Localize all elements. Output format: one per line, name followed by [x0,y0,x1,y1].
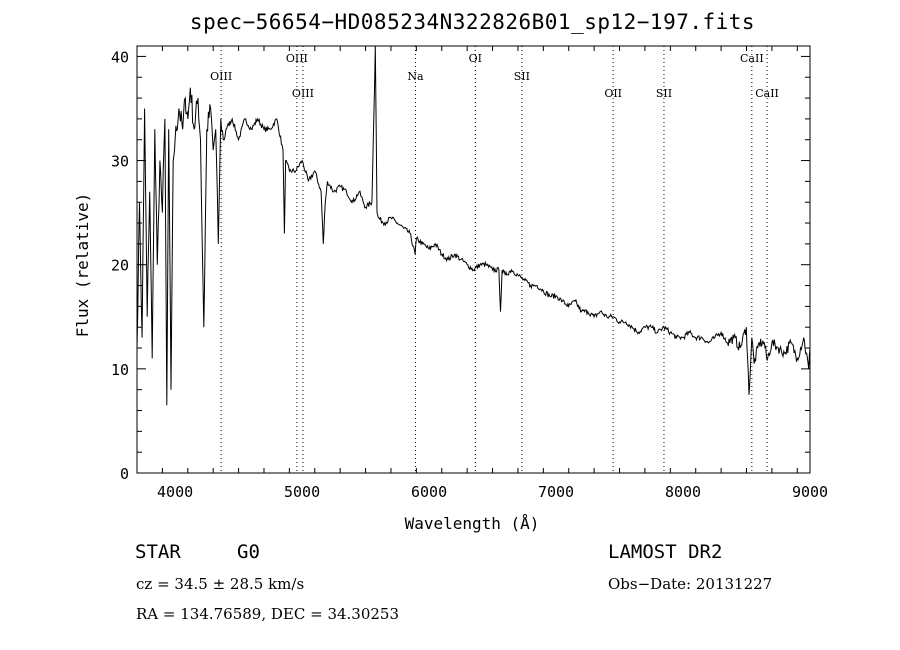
x-tick-label: 7000 [538,483,574,501]
line-label: OII [604,87,622,100]
x-axis-label: Wavelength (Å) [405,514,540,533]
line-label: OI [469,52,482,65]
x-tick-label: 9000 [792,483,828,501]
line-label: SII [656,87,672,100]
line-label: Na [407,70,424,83]
y-tick-label: 20 [111,257,129,275]
line-label: OIII [292,87,314,100]
line-label: CaII [740,52,764,65]
line-label: OIII [286,52,308,65]
emission-line-labels: OIII OIII OIII Na OI SII OII SII CaII CaII [210,52,779,100]
y-tick-label: 10 [111,361,129,379]
object-type: STAR [135,541,181,563]
plot-frame [136,45,811,474]
line-label: OIII [210,70,232,83]
observation-date: Obs−Date: 20131227 [608,575,773,593]
redshift-velocity: cz = 34.5 ± 28.5 km/s [136,575,305,593]
line-label: CaII [755,87,779,100]
y-tick-label: 0 [120,465,129,483]
chart-title: spec−56654−HD085234N322826B01_sp12−197.f… [189,10,756,34]
y-axis-label: Flux (relative) [73,193,92,338]
survey-name: LAMOST DR2 [608,541,723,563]
spectrum-line [136,45,811,406]
plot-axes [136,45,811,474]
axis-ticks: 4000 5000 6000 7000 8000 9000 0 10 20 30 40 [111,46,828,501]
line-label: SII [514,70,530,83]
object-class: G0 [237,541,260,563]
x-tick-label: 4000 [157,483,193,501]
y-tick-label: 30 [111,153,129,171]
x-tick-label: 8000 [665,483,701,501]
x-tick-label: 6000 [411,483,447,501]
spectrum-series [136,45,811,406]
emission-line-markers [220,46,768,473]
x-tick-label: 5000 [284,483,320,501]
y-tick-label: 40 [111,48,129,66]
ra-dec-coordinates: RA = 134.76589, DEC = 34.30253 [136,605,400,623]
